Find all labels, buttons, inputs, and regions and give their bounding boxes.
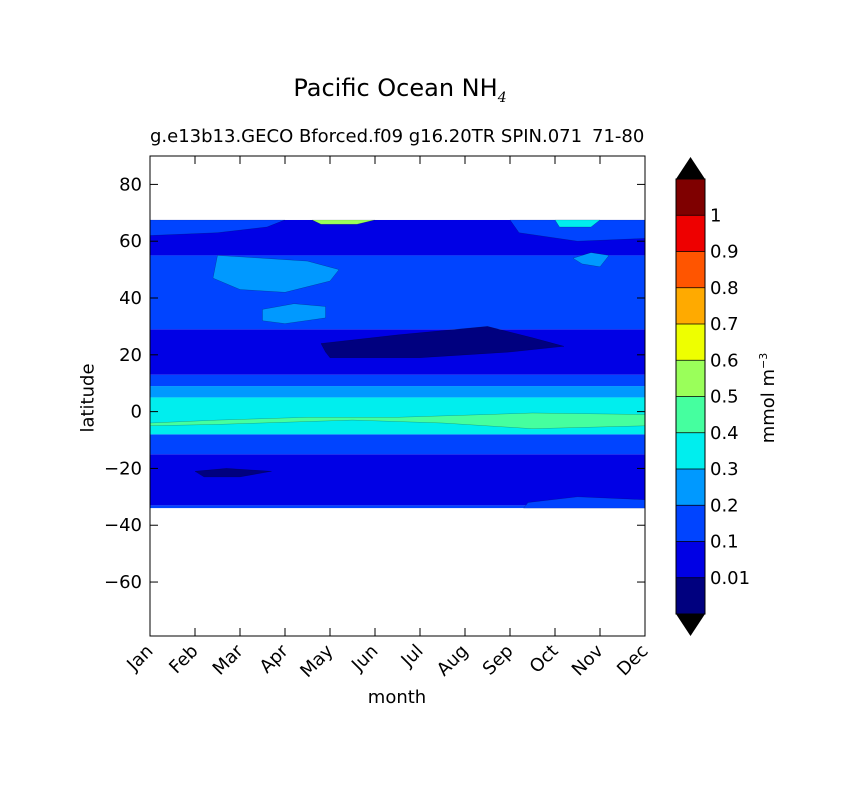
- contour-patch: [320, 326, 565, 358]
- y-tick-label: −60: [104, 572, 142, 593]
- colorbar-tick-label: 0.9: [710, 242, 739, 263]
- colorbar-segment: [676, 469, 705, 506]
- contour-patch: [572, 252, 610, 268]
- colorbar-segment: [676, 179, 705, 216]
- x-tick-label: May: [296, 640, 337, 681]
- contour-patch: [311, 219, 376, 225]
- x-tick-label: Jan: [122, 641, 157, 676]
- colorbar-tick-label: 0.01: [710, 568, 750, 589]
- colorbar-tick-label: 0.3: [710, 459, 739, 480]
- colorbar-tick-label: 0.6: [710, 350, 739, 371]
- y-tick-label: −40: [104, 515, 142, 536]
- y-tick-label: 0: [131, 402, 142, 423]
- colorbar-segment: [676, 432, 705, 469]
- colorbar-segment: [676, 505, 705, 542]
- colorbar-extend-max: [676, 157, 705, 179]
- x-tick-label: Jun: [347, 641, 382, 676]
- contour-fill: [150, 219, 645, 509]
- colorbar-segment: [676, 541, 705, 578]
- colorbar-tick-label: 0.8: [710, 278, 739, 299]
- chart-title: Pacific Ocean NH4: [293, 74, 507, 106]
- x-tick-label: Jul: [397, 641, 428, 672]
- chart-subtitle-years: 71-80: [592, 126, 645, 147]
- colorbar-tick-label: 0.7: [710, 314, 739, 335]
- colorbar-tick-label: 0.2: [710, 495, 739, 516]
- contour-band: [150, 374, 645, 387]
- y-tick-label: 80: [119, 174, 142, 195]
- contour-patch: [212, 255, 340, 293]
- plot-frame: [149, 155, 646, 637]
- contour-band: [150, 434, 645, 455]
- x-tick-label: Feb: [165, 641, 202, 678]
- chart-subtitle: g.e13b13.GECO Bforced.f09 g16.20TR SPIN.…: [150, 126, 583, 147]
- colorbar-segment: [676, 360, 705, 397]
- contour-patch: [194, 468, 272, 478]
- y-tick-label: −20: [104, 458, 142, 479]
- colorbar-extend-min: [676, 614, 705, 636]
- contour-patch: [509, 219, 645, 242]
- x-tick-label: Nov: [568, 640, 608, 680]
- colorbar-segment: [676, 396, 705, 433]
- x-tick-label: Oct: [526, 641, 563, 678]
- x-tick-label: Dec: [613, 641, 652, 680]
- x-tick-label: Sep: [479, 641, 518, 680]
- x-tick-label: Apr: [256, 640, 293, 677]
- contour-band: [150, 505, 645, 509]
- y-tick-label: 40: [119, 288, 142, 309]
- contour-patch: [262, 303, 326, 324]
- colorbar-segment: [676, 287, 705, 324]
- contour-band: [150, 386, 645, 398]
- colorbar-segment: [676, 324, 705, 361]
- colorbar-segment: [676, 215, 705, 252]
- colorbar-tick-label: 0.5: [710, 387, 739, 408]
- contour-patch: [150, 219, 286, 236]
- contour-patch: [554, 219, 601, 228]
- colorbar-tick-label: 0.4: [710, 423, 739, 444]
- colorbar-tick-label: 1: [710, 205, 721, 226]
- contour-band: [150, 454, 645, 506]
- x-tick-label: Aug: [433, 641, 473, 681]
- y-tick-label: 60: [119, 231, 142, 252]
- contour-patch: [523, 496, 645, 509]
- x-tick-label: Mar: [209, 640, 248, 679]
- contour-patch: [150, 412, 645, 429]
- y-tick-label: 20: [119, 345, 142, 366]
- colorbar-segment: [676, 577, 705, 614]
- colorbar-segment: [676, 251, 705, 288]
- x-axis-label: month: [367, 687, 427, 708]
- colorbar-tick-label: 0.1: [710, 532, 739, 553]
